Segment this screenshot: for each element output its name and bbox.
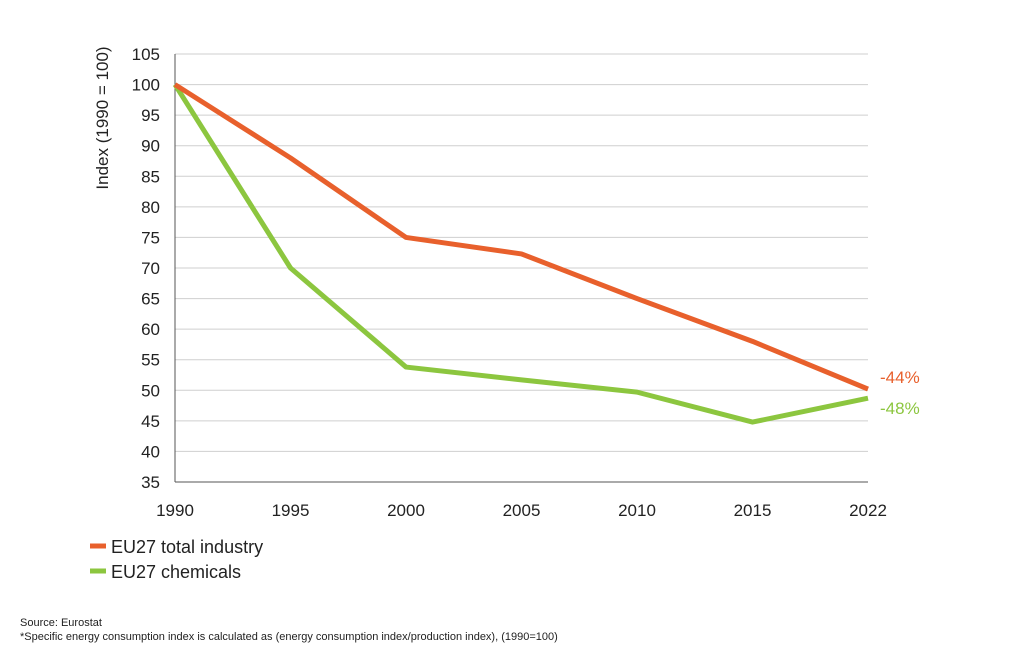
x-tick-label: 1990 — [156, 501, 194, 520]
x-tick-label: 1995 — [272, 501, 310, 520]
series-line — [172, 83, 869, 425]
y-tick-label: 65 — [141, 290, 160, 309]
y-tick-label: 75 — [141, 228, 160, 247]
y-tick-label: 45 — [141, 412, 160, 431]
y-tick-label: 40 — [141, 442, 160, 461]
x-tick-label: 2022 — [849, 501, 887, 520]
y-tick-label: 105 — [132, 45, 160, 64]
y-tick-label: 95 — [141, 106, 160, 125]
y-tick-label: 70 — [141, 259, 160, 278]
y-tick-label: 35 — [141, 473, 160, 492]
y-axis-label: Index (1990 = 100) — [93, 46, 112, 189]
y-tick-label: 55 — [141, 351, 160, 370]
footnote: *Specific energy consumption index is ca… — [20, 631, 558, 643]
x-tick-label: 2000 — [387, 501, 425, 520]
legend-label: EU27 chemicals — [111, 562, 241, 582]
y-tick-label: 90 — [141, 137, 160, 156]
y-tick-label: 50 — [141, 381, 160, 400]
source-note: Source: Eurostat — [20, 617, 102, 629]
end-label: -48% — [880, 399, 920, 418]
series-line — [173, 82, 869, 392]
legend-label: EU27 total industry — [111, 537, 263, 557]
y-tick-label: 85 — [141, 167, 160, 186]
x-tick-label: 2015 — [734, 501, 772, 520]
y-tick-label: 100 — [132, 76, 160, 95]
x-tick-label: 2005 — [503, 501, 541, 520]
end-label: -44% — [880, 368, 920, 387]
y-tick-label: 80 — [141, 198, 160, 217]
y-tick-label: 60 — [141, 320, 160, 339]
x-tick-label: 2010 — [618, 501, 656, 520]
